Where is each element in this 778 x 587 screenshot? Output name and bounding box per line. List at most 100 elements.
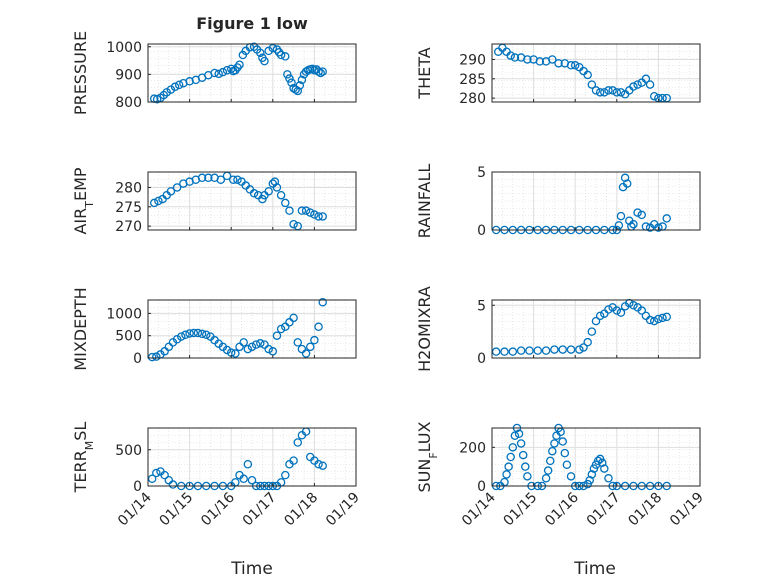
data-point <box>597 458 607 468</box>
data-point <box>318 461 327 470</box>
data-point <box>301 206 311 215</box>
data-point <box>525 346 534 355</box>
data-point <box>608 86 617 95</box>
y-tick-label: 0 <box>477 479 486 495</box>
data-point <box>174 80 184 90</box>
data-point <box>548 55 557 64</box>
data-point <box>506 51 515 60</box>
data-point <box>283 70 292 79</box>
plot-area <box>148 172 356 230</box>
data-point <box>193 328 203 338</box>
data-point <box>293 86 303 96</box>
subplot-3: 270 275 280 AIRTEMP <box>71 167 357 235</box>
y-tick-label: 285 <box>459 72 486 88</box>
y-tick-label: 500 <box>115 329 142 345</box>
data-point <box>533 346 543 355</box>
plot-area <box>492 300 700 358</box>
data-point <box>612 306 622 315</box>
y-tick-label: 0 <box>477 351 486 367</box>
x-tick-label: 01/19 <box>323 490 363 530</box>
data-point <box>558 437 567 446</box>
y-tick-label: 5 <box>477 298 486 314</box>
data-point <box>172 335 182 344</box>
data-point <box>166 187 176 196</box>
data-point <box>516 346 526 355</box>
x-tick-label: 01/14 <box>115 489 155 529</box>
data-point <box>560 448 570 458</box>
data-point <box>622 179 632 188</box>
data-point <box>316 68 325 78</box>
x-tick-label: 01/15 <box>157 490 197 530</box>
data-point <box>548 446 557 456</box>
data-point <box>310 335 319 345</box>
data-point <box>518 450 528 460</box>
data-point <box>562 460 572 469</box>
data-point <box>502 470 511 479</box>
data-point <box>297 206 307 215</box>
data-point <box>510 53 520 62</box>
data-point <box>595 88 605 97</box>
data-point <box>239 474 248 483</box>
data-point <box>214 69 223 79</box>
data-point <box>662 214 671 223</box>
data-point <box>583 337 592 347</box>
y-axis-label: RAINFALL <box>415 164 434 239</box>
data-point <box>272 183 282 192</box>
data-point <box>614 221 624 230</box>
data-point <box>297 75 307 85</box>
y-tick-label: 1000 <box>106 306 142 322</box>
data-point <box>645 80 655 89</box>
data-point <box>276 50 286 60</box>
data-point <box>152 352 161 361</box>
data-point <box>268 43 278 53</box>
y-axis-label: TERRMSL <box>71 422 96 494</box>
axes-box <box>147 427 357 487</box>
x-axis-label-right: Time <box>573 559 616 579</box>
data-point <box>216 175 226 184</box>
y-tick-label: 5 <box>477 165 486 181</box>
data-point <box>514 429 524 439</box>
data-point <box>154 196 163 206</box>
data-point <box>256 339 265 348</box>
plot-area <box>492 428 700 486</box>
data-point <box>629 301 638 310</box>
data-point <box>543 466 553 475</box>
data-point <box>566 345 576 354</box>
x-tick-label: 01/16 <box>198 489 238 529</box>
data-point <box>160 470 169 480</box>
data-point <box>604 305 613 314</box>
data-point <box>541 474 551 483</box>
data-point <box>541 346 551 355</box>
data-point <box>620 173 630 183</box>
data-point <box>185 329 194 338</box>
data-point <box>177 332 186 341</box>
data-point <box>558 345 567 354</box>
y-tick-label: 280 <box>115 180 142 196</box>
data-point <box>222 345 232 355</box>
data-point <box>550 345 559 354</box>
data-point <box>654 314 663 324</box>
y-axis-label: AIRTEMP <box>71 167 96 234</box>
data-point <box>654 223 663 232</box>
subplot-6: 0 5 H2OMIXRA <box>415 286 701 372</box>
data-point <box>170 82 180 92</box>
y-axis-label: SUNFLUX <box>415 421 440 492</box>
data-point <box>554 59 563 68</box>
data-point <box>508 347 518 356</box>
data-point <box>600 464 609 473</box>
axes-box <box>491 299 701 359</box>
data-point <box>226 64 236 74</box>
data-point <box>289 313 298 323</box>
data-point <box>201 330 211 340</box>
x-tick-label: 01/18 <box>281 490 321 530</box>
y-tick-label: 280 <box>459 91 486 107</box>
y-tick-label: 290 <box>459 52 486 68</box>
data-point <box>612 88 622 97</box>
data-point <box>293 438 303 447</box>
data-point <box>318 297 327 307</box>
data-point <box>587 80 597 89</box>
data-point <box>510 431 520 440</box>
data-point <box>233 175 242 184</box>
data-point <box>172 183 182 192</box>
data-point <box>260 56 269 66</box>
